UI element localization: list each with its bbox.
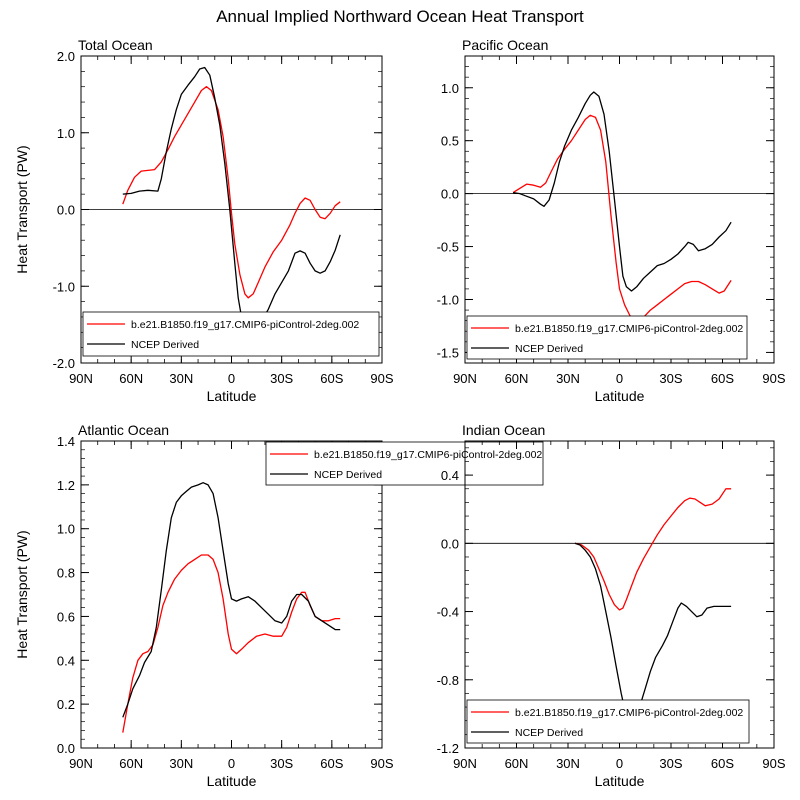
x-tick-label: 90S — [762, 756, 785, 771]
panel-title: Indian Ocean — [462, 422, 545, 438]
y-tick-label: 0.6 — [57, 609, 75, 624]
model-series-line — [122, 554, 341, 733]
y-tick-label: 1.0 — [441, 81, 459, 96]
x-tick-label: 30S — [659, 371, 682, 386]
plot-frame — [80, 440, 383, 749]
legend-box — [82, 311, 380, 357]
x-tick-label: 30N — [556, 756, 580, 771]
x-tick-label: 0 — [616, 371, 623, 386]
panel-title: Total Ocean — [78, 37, 153, 53]
panel-title: Atlantic Ocean — [78, 422, 169, 438]
model-series-line — [574, 488, 732, 611]
legend-box — [265, 441, 544, 486]
y-tick-label: 0.0 — [441, 187, 459, 202]
x-tick-label: 60S — [711, 756, 734, 771]
x-tick-label: 60N — [119, 371, 143, 386]
panel-atlantic-ocean: 90N 60N 30N 0 30S 60S 90S 0.0 0.2 0.4 0.6 0.8 1.0 1.2… — [14, 422, 544, 789]
x-tick-label: 60N — [505, 756, 529, 771]
legend-box — [466, 315, 748, 360]
y-tick-label: 0.0 — [441, 536, 459, 551]
x-axis-label: Latitude — [595, 388, 645, 404]
legend-label: NCEP Derived — [515, 727, 583, 739]
legend-label: b.e21.B1850.f19_g17.CMIP6-piControl-2deg… — [131, 319, 359, 331]
legend-label: b.e21.B1850.f19_g17.CMIP6-piControl-2deg… — [515, 707, 743, 719]
legend: b.e21.B1850.f19_g17.CMIP6-piControl-2deg… — [82, 311, 380, 357]
x-tick-label: 30N — [556, 371, 580, 386]
y-tick-label: 1.4 — [57, 434, 75, 449]
x-tick-label: 90S — [370, 371, 393, 386]
y-axis-label: Heat Transport (PW) — [14, 145, 30, 273]
ncep-derived-series-line — [122, 482, 341, 718]
ncep-derived-series-line — [574, 542, 732, 722]
x-tick-label: 90N — [69, 371, 93, 386]
model-series-line — [512, 114, 732, 322]
y-tick-label: -1.2 — [437, 741, 459, 756]
x-tick-label: 60S — [711, 371, 734, 386]
legend-label: NCEP Derived — [314, 469, 382, 481]
x-tick-label: 0 — [228, 371, 235, 386]
y-tick-label: -1.5 — [437, 345, 459, 360]
model-series-line — [122, 86, 341, 299]
y-tick-label: -1.0 — [53, 279, 75, 294]
x-axis-label: Latitude — [207, 773, 257, 789]
y-tick-label: 0.2 — [57, 697, 75, 712]
panel-title: Pacific Ocean — [462, 37, 548, 53]
legend-label: b.e21.B1850.f19_g17.CMIP6-piControl-2deg… — [314, 449, 542, 461]
x-tick-label: 0 — [616, 756, 623, 771]
legend: b.e21.B1850.f19_g17.CMIP6-piControl-2deg… — [466, 699, 750, 744]
x-tick-label: 90S — [370, 756, 393, 771]
panel-pacific-ocean: 90N 60N 30N 0 30S 60S 90S -1.5 -1.0 -0.5 0.0 0.5 1.0… — [437, 37, 786, 404]
x-tick-label: 90S — [762, 371, 785, 386]
y-tick-label: -0.4 — [437, 605, 459, 620]
y-tick-label: 0.8 — [57, 566, 75, 581]
x-tick-label: 30S — [270, 371, 293, 386]
figure-title: Annual Implied Northward Ocean Heat Tran… — [216, 7, 584, 26]
x-tick-label: 60N — [119, 756, 143, 771]
ncep-derived-series-line — [513, 91, 732, 292]
x-tick-label: 30N — [169, 371, 193, 386]
y-tick-label: 1.0 — [57, 126, 75, 141]
legend: b.e21.B1850.f19_g17.CMIP6-piControl-2deg… — [265, 441, 544, 486]
x-tick-label: 60S — [320, 756, 343, 771]
x-tick-label: 90N — [453, 371, 477, 386]
y-tick-label: -1.0 — [437, 292, 459, 307]
y-tick-label: -2.0 — [53, 356, 75, 371]
y-tick-label: 0.5 — [441, 134, 459, 149]
x-tick-label: 90N — [69, 756, 93, 771]
x-axis-label: Latitude — [595, 773, 645, 789]
y-tick-label: 1.2 — [57, 478, 75, 493]
x-tick-label: 60N — [505, 371, 529, 386]
y-tick-label: 0.0 — [57, 741, 75, 756]
panel-total-ocean: 90N 60N 30N 0 30S 60S 90S -2.0 -1.0 0.0 1.0 2.0Tota… — [14, 37, 394, 404]
x-tick-label: 30S — [659, 756, 682, 771]
x-tick-label: 90N — [453, 756, 477, 771]
legend-label: NCEP Derived — [515, 343, 583, 355]
legend: b.e21.B1850.f19_g17.CMIP6-piControl-2deg… — [466, 315, 748, 360]
y-tick-label: 0.0 — [57, 203, 75, 218]
y-tick-label: 1.0 — [57, 522, 75, 537]
legend-label: NCEP Derived — [131, 339, 199, 351]
x-tick-label: 30S — [270, 756, 293, 771]
y-axis-label: Heat Transport (PW) — [14, 530, 30, 658]
x-tick-label: 30N — [169, 756, 193, 771]
panel-indian-ocean: 90N 60N 30N 0 30S 60S 90S -1.2 -0.8 -0.4 0.0 0.4 Ind… — [437, 422, 786, 789]
y-tick-label: -0.5 — [437, 240, 459, 255]
legend-label: b.e21.B1850.f19_g17.CMIP6-piControl-2deg… — [515, 323, 743, 335]
x-tick-label: 0 — [228, 756, 235, 771]
legend-box — [466, 699, 750, 744]
y-tick-label: -0.8 — [437, 673, 459, 688]
x-axis-label: Latitude — [207, 388, 257, 404]
y-tick-label: 0.4 — [441, 468, 459, 483]
ncep-derived-series-line — [122, 66, 341, 337]
y-tick-label: 2.0 — [57, 49, 75, 64]
x-tick-label: 60S — [320, 371, 343, 386]
y-tick-label: 0.4 — [57, 653, 75, 668]
